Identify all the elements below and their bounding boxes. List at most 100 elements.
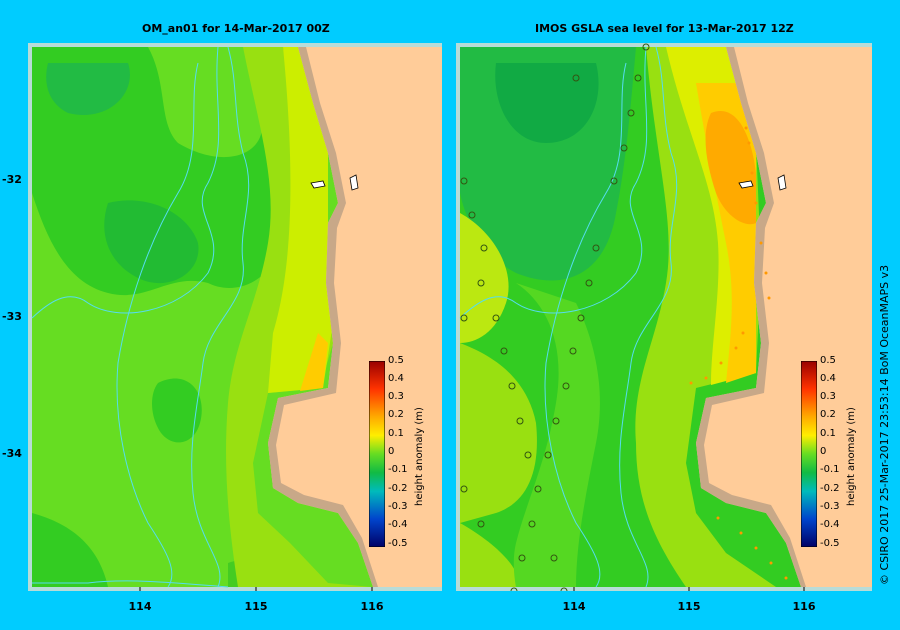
colorbar-label: 0.2 (820, 409, 836, 420)
x-tick-label: 115 (677, 600, 701, 613)
land (268, 47, 442, 587)
depth-contour (32, 580, 229, 588)
observation-marker (769, 561, 773, 565)
island (310, 180, 326, 189)
depth-contour (619, 46, 678, 588)
left-map-title: OM_an01 for 14-Mar-2017 00Z (142, 22, 330, 35)
observation-marker (468, 211, 476, 219)
x-tick-label: 116 (360, 600, 384, 613)
depth-contour (191, 46, 250, 588)
colorbar-label: 0.4 (820, 373, 836, 384)
positive-anomaly-band (460, 523, 518, 587)
high-anomaly-patch (300, 333, 328, 391)
observation-marker (585, 279, 593, 287)
low-anomaly-core (495, 63, 599, 143)
colorbar-label: -0.5 (820, 538, 840, 549)
right-colorbar (800, 360, 818, 548)
left-map-panel (28, 43, 442, 591)
observation-marker (784, 576, 788, 580)
observation-marker (477, 520, 485, 528)
x-tick-label: 114 (562, 600, 586, 613)
island (738, 180, 754, 189)
depth-contour (31, 46, 220, 319)
observation-marker (508, 382, 516, 390)
colorbar-label: 0.2 (388, 409, 404, 420)
observation-marker (477, 279, 485, 287)
copyright-notice: © CSIRO 2017 25-Mar-2017 23:53:14 BoM Oc… (878, 264, 891, 585)
observation-marker (544, 451, 552, 459)
colorbar-label: -0.3 (820, 501, 840, 512)
observation-marker (460, 314, 468, 322)
observation-marker (562, 382, 570, 390)
colorbar-label: -0.2 (388, 483, 408, 494)
observation-marker (518, 554, 526, 562)
colorbar-label: 0.3 (820, 391, 836, 402)
positive-anomaly-band (460, 213, 509, 343)
colorbar-label: 0.1 (388, 428, 404, 439)
low-anomaly-core (46, 63, 130, 115)
x-tick-label: 114 (128, 600, 152, 613)
right-map-panel (456, 43, 872, 591)
depth-contour (544, 62, 627, 588)
colorbar-label: -0.1 (388, 464, 408, 475)
colorbar-label: 0 (820, 446, 827, 457)
land (696, 47, 872, 587)
observation-marker (704, 376, 708, 380)
right-colorbar-gradient (800, 360, 818, 548)
observation-marker (739, 531, 743, 535)
observation-marker (524, 451, 532, 459)
low-anomaly-zone (152, 378, 202, 443)
observation-marker (719, 361, 723, 365)
observation-marker (759, 241, 763, 245)
right-map-title: IMOS GSLA sea level for 13-Mar-2017 12Z (535, 22, 794, 35)
observation-marker (747, 141, 751, 145)
observation-marker (754, 201, 758, 205)
observation-marker (534, 485, 542, 493)
y-tick-label: -33 (2, 310, 22, 323)
colorbar-label: -0.5 (388, 538, 408, 549)
observation-marker (716, 516, 720, 520)
x-tick-label: 115 (244, 600, 268, 613)
observation-marker (569, 347, 577, 355)
low-anomaly-core (104, 200, 199, 284)
observation-marker (767, 296, 771, 300)
colorbar-label: -0.2 (820, 483, 840, 494)
low-anomaly-zone (513, 283, 600, 587)
colorbar-title: height anomaly (m) (414, 407, 425, 506)
colorbar-title: height anomaly (m) (846, 407, 857, 506)
observation-marker (552, 417, 560, 425)
island (777, 174, 787, 191)
island (349, 174, 359, 191)
observation-marker (510, 587, 518, 591)
y-tick-label: -34 (2, 447, 22, 460)
observation-marker (642, 43, 650, 51)
observation-marker (480, 244, 488, 252)
coastal-markers (689, 126, 788, 580)
observation-marker (734, 346, 738, 350)
observation-marker (620, 144, 628, 152)
colorbar-label: 0.4 (388, 373, 404, 384)
observation-marker (610, 177, 618, 185)
colorbar-label: 0 (388, 446, 395, 457)
positive-anomaly-band (460, 343, 537, 523)
colorbar-label: 0.5 (388, 355, 404, 366)
colorbar-label: 0.1 (820, 428, 836, 439)
observation-marker (528, 520, 536, 528)
observation-marker (689, 381, 693, 385)
observation-marker (572, 74, 580, 82)
colorbar-label: 0.5 (820, 355, 836, 366)
observation-marker (577, 314, 585, 322)
observation-marker (592, 244, 600, 252)
colorbar-label: 0.3 (388, 391, 404, 402)
right-map (456, 43, 872, 591)
observation-marker (634, 74, 642, 82)
positive-anomaly-band (268, 47, 333, 393)
depth-contour (459, 46, 648, 319)
high-anomaly-core (705, 111, 756, 225)
observation-marker (550, 554, 558, 562)
observation-marker (560, 587, 568, 591)
observation-markers (460, 43, 650, 591)
x-tick-label: 116 (792, 600, 816, 613)
depth-contour (116, 62, 199, 588)
left-colorbar (368, 360, 386, 548)
